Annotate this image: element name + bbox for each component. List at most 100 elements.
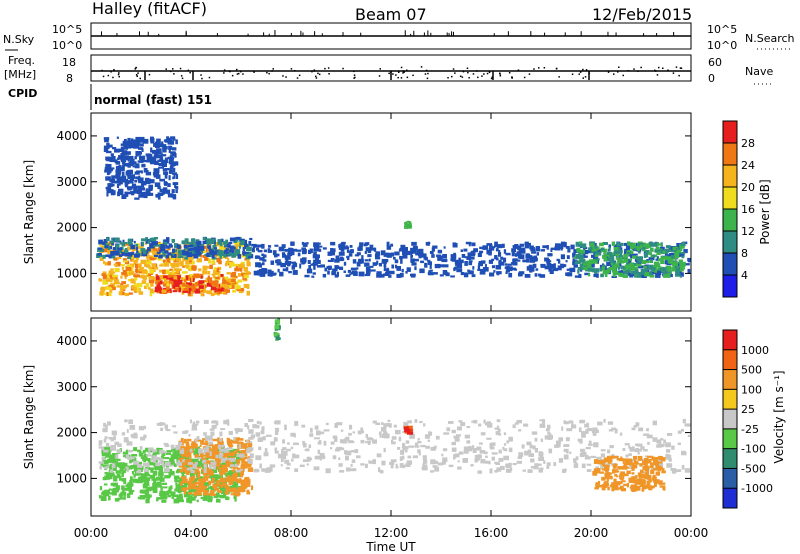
heatmap-cell [395, 264, 398, 269]
heatmap-cell [143, 468, 149, 473]
heatmap-cell [183, 244, 188, 249]
heatmap-cell [612, 463, 615, 467]
heatmap-cell [338, 463, 343, 467]
heatmap-cell [388, 270, 395, 275]
heatmap-cell [343, 450, 347, 455]
heatmap-cell [139, 143, 144, 147]
heatmap-cell [162, 269, 166, 275]
heatmap-cell [345, 245, 348, 250]
heatmap-cell [301, 424, 306, 428]
heatmap-cell [130, 138, 134, 142]
heatmap-cell [228, 431, 233, 435]
nave-dot [181, 77, 184, 80]
heatmap-cell [367, 438, 374, 441]
heatmap-cell [146, 494, 151, 499]
heatmap-cell [456, 264, 462, 269]
heatmap-cell [259, 272, 266, 277]
heatmap-cell [496, 425, 500, 430]
heatmap-cell [212, 445, 216, 449]
heatmap-cell [121, 485, 125, 491]
heatmap-cell [401, 443, 406, 449]
heatmap-cell [391, 436, 397, 440]
colorbar-swatch [723, 488, 737, 508]
heatmap-cell [652, 476, 657, 481]
heatmap-cell [261, 426, 265, 430]
heatmap-cell [159, 466, 164, 472]
heatmap-cell [170, 151, 176, 155]
heatmap-cell [477, 265, 481, 270]
heatmap-cell [399, 456, 403, 461]
heatmap-cell [126, 493, 131, 498]
heatmap-cell [132, 165, 137, 168]
heatmap-cell [176, 462, 182, 466]
heatmap-cell [164, 467, 170, 472]
heatmap-cell [164, 424, 168, 430]
heatmap-cell [209, 264, 213, 270]
heatmap-cell [146, 255, 151, 259]
heatmap-cell [180, 437, 184, 442]
heatmap-cell [442, 254, 447, 259]
heatmap-cell [107, 450, 111, 455]
heatmap-cell [102, 274, 108, 280]
heatmap-cell [123, 439, 130, 443]
heatmap-cell [225, 278, 232, 282]
nave-dot [672, 72, 675, 74]
heatmap-cell [176, 487, 180, 492]
heatmap-cell [649, 274, 655, 278]
heatmap-cell [212, 250, 219, 255]
heatmap-cell [120, 143, 124, 146]
heatmap-cell [529, 245, 534, 250]
heatmap-cell [235, 475, 238, 478]
y-tick-label: 2000 [56, 426, 87, 440]
heatmap-cell [140, 191, 145, 196]
heatmap-cell [157, 244, 161, 247]
heatmap-cell [380, 250, 386, 256]
heatmap-cell [168, 290, 171, 293]
nave-dot [402, 72, 404, 74]
heatmap-cell [308, 444, 312, 448]
heatmap-cell [98, 495, 102, 499]
heatmap-cell [460, 272, 464, 276]
heatmap-cell [288, 271, 292, 274]
heatmap-cell [185, 241, 191, 244]
heatmap-cell [103, 449, 109, 453]
heatmap-cell [108, 270, 114, 275]
heatmap-cell [261, 468, 267, 472]
heatmap-cell [594, 272, 598, 276]
heatmap-cell [290, 432, 296, 437]
heatmap-cell [360, 439, 365, 444]
heatmap-cell [177, 255, 184, 259]
heatmap-cell [410, 258, 415, 263]
heatmap-cell [166, 258, 171, 263]
heatmap-cell [635, 263, 642, 267]
heatmap-cell [124, 138, 127, 142]
heatmap-cell [521, 444, 525, 449]
heatmap-cell [467, 252, 473, 257]
heatmap-cell [262, 254, 267, 258]
heatmap-cell [403, 426, 409, 430]
heatmap-cell [464, 256, 470, 259]
heatmap-cell [498, 449, 502, 454]
heatmap-cell [681, 464, 685, 470]
nsky-lo-label: 10^0 [52, 39, 82, 52]
heatmap-cell [410, 273, 416, 278]
heatmap-cell [170, 136, 176, 140]
heatmap-cell [132, 478, 136, 483]
heatmap-cell [457, 460, 460, 463]
heatmap-cell [219, 431, 223, 437]
heatmap-cell [257, 249, 263, 253]
heatmap-cell [502, 257, 507, 263]
heatmap-cell [190, 239, 194, 244]
heatmap-cell [325, 422, 329, 426]
heatmap-cell [401, 268, 404, 273]
heatmap-cell [121, 266, 125, 270]
heatmap-cell [334, 265, 339, 270]
heatmap-cell [181, 476, 186, 479]
heatmap-cell [604, 464, 610, 470]
heatmap-cell [319, 457, 322, 461]
heatmap-cell [129, 465, 133, 470]
heatmap-cell [223, 276, 229, 280]
heatmap-cell [386, 422, 390, 427]
heatmap-cell [147, 247, 151, 252]
heatmap-cell [167, 275, 171, 278]
